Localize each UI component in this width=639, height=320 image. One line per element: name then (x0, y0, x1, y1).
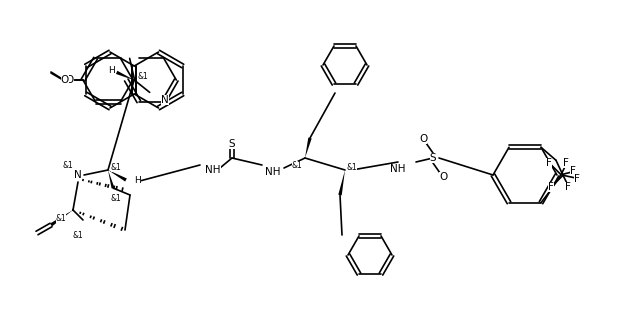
Text: NH: NH (265, 167, 281, 177)
Text: &1: &1 (73, 230, 83, 239)
Text: NH: NH (205, 165, 220, 175)
Text: F: F (574, 174, 580, 184)
Text: &1: &1 (111, 194, 121, 203)
Text: F: F (548, 182, 554, 192)
Text: F: F (563, 158, 569, 168)
Polygon shape (305, 138, 312, 158)
Polygon shape (338, 170, 345, 195)
Polygon shape (116, 71, 135, 80)
Text: O: O (419, 134, 427, 144)
Text: &1: &1 (346, 163, 357, 172)
Text: F: F (546, 158, 552, 168)
Text: O: O (66, 75, 74, 85)
Text: S: S (429, 153, 436, 163)
Text: F: F (570, 166, 576, 176)
Text: F: F (565, 182, 571, 192)
Text: N: N (161, 95, 169, 105)
Text: &1: &1 (63, 161, 73, 170)
Text: NH: NH (390, 164, 406, 174)
Text: &1: &1 (137, 72, 148, 81)
Text: H: H (108, 66, 115, 75)
Text: H: H (134, 175, 141, 185)
Text: &1: &1 (291, 161, 302, 170)
Polygon shape (108, 170, 114, 188)
Text: &1: &1 (56, 213, 66, 222)
Text: &1: &1 (111, 163, 121, 172)
Text: N: N (74, 170, 82, 180)
Polygon shape (108, 170, 127, 181)
Text: S: S (229, 139, 235, 149)
Text: O: O (61, 75, 69, 85)
Text: O: O (439, 172, 447, 182)
Polygon shape (50, 210, 73, 227)
